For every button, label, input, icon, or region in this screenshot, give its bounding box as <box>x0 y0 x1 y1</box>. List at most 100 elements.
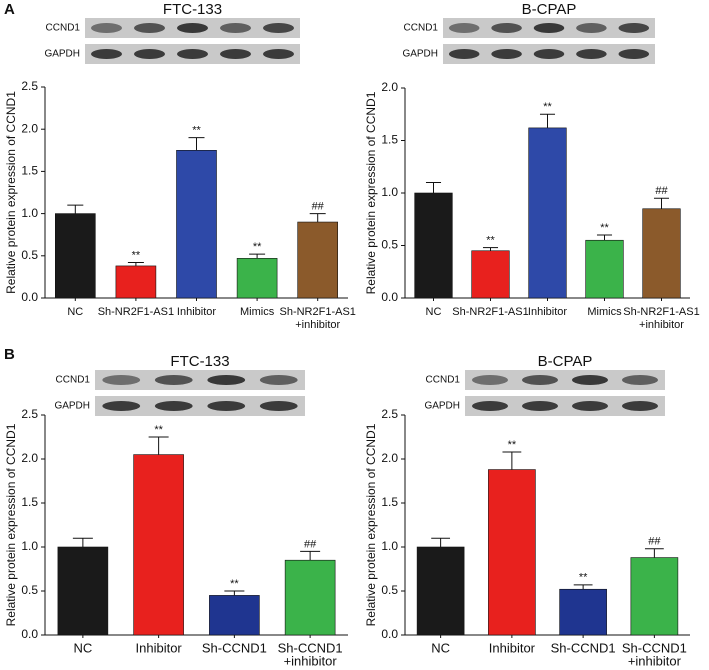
significance: ## <box>304 538 317 550</box>
bar <box>284 559 336 636</box>
significance: ** <box>486 235 495 247</box>
bar <box>115 265 157 299</box>
bar <box>133 454 184 636</box>
x-tick-label: Sh-CCND1 <box>202 640 267 655</box>
significance: ## <box>655 185 668 197</box>
blot-band <box>572 375 608 385</box>
significance: ## <box>312 201 325 213</box>
blot-band <box>522 375 558 385</box>
bar <box>642 208 681 299</box>
y-axis-label: Relative protein expression of CCND1 <box>4 423 18 626</box>
x-tick-label: Inhibitor <box>136 640 183 655</box>
x-tick-label: Sh-NR2F1-AS1 <box>452 306 528 318</box>
y-tick-label: 2.5 <box>21 79 38 93</box>
blot-band <box>134 49 165 59</box>
significance: ** <box>508 439 517 451</box>
bar <box>585 239 624 299</box>
bar <box>488 469 536 636</box>
x-tick-label: NC <box>431 640 450 655</box>
blot-title: FTC-133 <box>170 353 229 370</box>
blot-band <box>572 401 608 411</box>
blot-strip <box>95 396 305 416</box>
y-tick-label: 0.5 <box>381 238 398 252</box>
bar <box>559 588 607 636</box>
blot-band <box>576 23 607 33</box>
y-tick-label: 0.0 <box>381 627 398 641</box>
y-tick-label: 2.0 <box>381 451 398 465</box>
blot-band <box>207 401 246 411</box>
blot-strip <box>465 396 665 416</box>
bar <box>416 546 465 636</box>
blot-band <box>576 49 607 59</box>
y-tick-label: 1.0 <box>21 206 38 220</box>
y-tick-label: 0.5 <box>21 583 38 597</box>
blot-band <box>102 375 141 385</box>
bar <box>57 546 109 636</box>
blot-band <box>91 23 122 33</box>
bar <box>630 557 679 636</box>
blot-band <box>91 49 122 59</box>
bar <box>236 258 278 299</box>
blot-row-label: CCND1 <box>426 375 461 386</box>
bar <box>528 127 567 299</box>
x-tick-label: Sh-NR2F1-AS1 <box>623 306 699 318</box>
blot-row-label: CCND1 <box>46 23 81 34</box>
blot-band <box>533 49 565 59</box>
blot-band <box>522 401 558 411</box>
blot-title: B-CPAP <box>522 1 577 18</box>
blot-row-label: GAPDH <box>424 401 460 412</box>
y-tick-label: 0.5 <box>21 248 38 262</box>
blot-strip <box>465 370 665 390</box>
blot-band <box>263 49 294 59</box>
blot-band <box>618 49 650 59</box>
x-tick-label: +inhibitor <box>628 653 682 668</box>
y-tick-label: 1.5 <box>381 495 398 509</box>
x-tick-label: Sh-CCND1 <box>551 640 616 655</box>
x-tick-label: +inhibitor <box>284 653 338 668</box>
x-tick-label: NC <box>426 306 442 318</box>
blot-band <box>491 23 522 33</box>
blot-band <box>102 401 141 411</box>
x-tick-label: Mimics <box>587 306 622 318</box>
blot-band <box>259 375 298 385</box>
y-tick-label: 0.0 <box>381 290 398 304</box>
blot-strip <box>95 370 305 390</box>
x-tick-label: Sh-CCND1 <box>622 640 687 655</box>
x-tick-label: Sh-CCND1 <box>278 640 343 655</box>
significance: ## <box>648 536 661 548</box>
significance: ** <box>253 241 262 253</box>
bar <box>209 595 260 636</box>
y-tick-label: 1.0 <box>21 539 38 553</box>
blot-band <box>134 23 165 33</box>
y-tick-label: 1.0 <box>381 539 398 553</box>
blot-band <box>220 23 251 33</box>
y-axis-label: Relative protein expression of CCND1 <box>4 91 18 294</box>
bar <box>176 150 217 299</box>
blot-band <box>472 401 508 411</box>
y-tick-label: 2.0 <box>21 451 38 465</box>
blot-row-label: GAPDH <box>402 49 438 60</box>
blot-band <box>622 375 658 385</box>
y-tick-label: 2.5 <box>381 407 398 421</box>
y-tick-label: 0.5 <box>381 583 398 597</box>
blot-band <box>448 49 480 59</box>
blot-band <box>259 401 298 411</box>
x-tick-label: Sh-NR2F1-AS1 <box>98 306 174 318</box>
blot-band <box>263 23 294 33</box>
x-tick-label: Mimics <box>240 306 275 318</box>
blot-title: B-CPAP <box>538 353 593 370</box>
bar <box>297 221 338 299</box>
significance: ** <box>600 222 609 234</box>
bar <box>55 213 96 299</box>
blot-band <box>220 49 251 59</box>
blot-row-label: CCND1 <box>404 23 439 34</box>
blot-band <box>207 375 246 385</box>
blot-row-label: GAPDH <box>54 401 90 412</box>
x-tick-label: +inhibitor <box>295 319 340 331</box>
blot-band <box>618 23 650 33</box>
significance: ** <box>154 424 163 436</box>
x-tick-label: NC <box>73 640 92 655</box>
y-axis-label: Relative protein expression of CCND1 <box>364 423 378 626</box>
y-tick-label: 1.0 <box>381 185 398 199</box>
